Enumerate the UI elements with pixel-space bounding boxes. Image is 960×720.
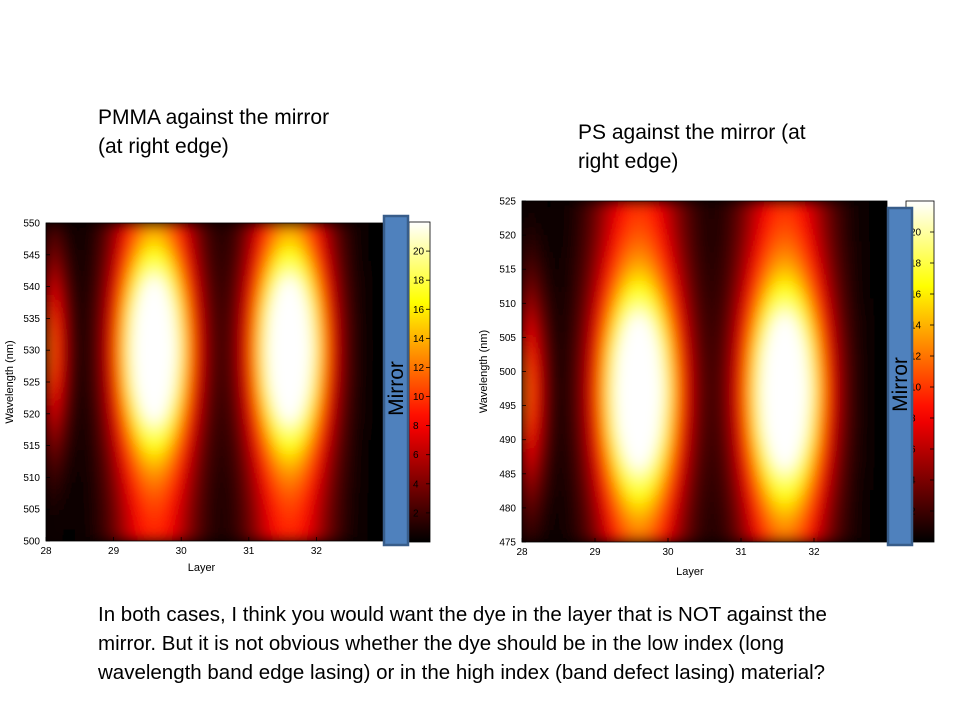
left-chart-caption: PMMA against the mirror (at right edge)	[98, 106, 330, 158]
colorbar-tick-label: 16	[910, 290, 922, 301]
mirror-label: Mirror	[889, 357, 912, 412]
y-tick-label: 505	[499, 333, 516, 344]
y-tick-label: 510	[499, 299, 516, 310]
y-tick-label: 545	[23, 250, 40, 261]
y-tick-label: 510	[23, 473, 40, 484]
y-tick-label: 515	[23, 441, 40, 452]
y-tick-label: 500	[499, 367, 516, 378]
mirror-bar	[886, 206, 914, 547]
discussion-text: In both cases, I think you would want th…	[98, 603, 827, 684]
x-tick-label: 29	[589, 547, 601, 558]
x-tick-label: 28	[516, 547, 528, 558]
heatmap-field	[46, 223, 384, 541]
heatmap-field	[522, 201, 887, 542]
y-tick-label: 520	[23, 409, 40, 420]
ps-heatmap-chart: 28 29 30 31 32 475 480 485 490 495 500 505 510 515 520…	[478, 197, 935, 578]
x-tick-label: 32	[311, 546, 323, 557]
colorbar-tick-label: 10	[413, 392, 425, 403]
colorbar-tick-label: 14	[910, 321, 922, 332]
x-axis-label: Layer	[676, 566, 704, 578]
y-tick-label: 490	[499, 435, 516, 446]
colorbar-tick-label: 2	[413, 508, 419, 519]
right-chart-caption: PS against the mirror (at right edge)	[578, 121, 806, 173]
y-tick-label: 485	[499, 469, 516, 480]
colorbar-tick-label: 18	[413, 276, 425, 287]
colorbar-tick-label: 16	[413, 305, 425, 316]
y-tick-label: 520	[499, 231, 516, 242]
colorbar-tick-label: 20	[413, 247, 425, 258]
x-tick-label: 31	[735, 547, 747, 558]
colorbar-tick-label: 12	[413, 363, 425, 374]
y-tick-label: 550	[23, 219, 40, 230]
y-axis-label: Wavelength (nm)	[4, 340, 16, 423]
x-tick-label: 31	[243, 546, 255, 557]
colorbar-tick-label: 6	[413, 450, 419, 461]
x-tick-label: 32	[808, 547, 820, 558]
y-tick-label: 515	[499, 265, 516, 276]
colorbar-tick-label: 18	[910, 259, 922, 270]
y-tick-label: 500	[23, 537, 40, 548]
colorbar-tick-label: 14	[413, 334, 425, 345]
y-tick-label: 480	[499, 503, 516, 514]
y-tick-label: 495	[499, 401, 516, 412]
colorbar-tick-label: 10	[910, 383, 922, 394]
x-tick-label: 30	[662, 547, 674, 558]
x-tick-label: 30	[176, 546, 188, 557]
colorbar-tick-label: 20	[910, 228, 922, 239]
mirror-label: Mirror	[385, 361, 408, 416]
y-tick-label: 525	[23, 378, 40, 389]
y-tick-label: 505	[23, 505, 40, 516]
colorbar-tick-label: 8	[413, 421, 419, 432]
pmma-heatmap-chart: 28 29 30 31 32500505510515520525530535540545…	[4, 214, 431, 574]
colorbar-tick-label: 4	[413, 479, 419, 490]
y-tick-label: 530	[23, 346, 40, 357]
colorbar-tick-label: 12	[910, 352, 922, 363]
x-tick-label: 28	[40, 546, 52, 557]
x-axis-label: Layer	[188, 562, 216, 574]
x-tick-label: 29	[108, 546, 120, 557]
y-tick-label: 525	[499, 197, 516, 208]
y-tick-label: 535	[23, 314, 40, 325]
mirror-bar	[382, 214, 410, 547]
y-tick-label: 540	[23, 282, 40, 293]
y-axis-label: Wavelength (nm)	[478, 330, 490, 413]
y-tick-label: 475	[499, 538, 516, 549]
